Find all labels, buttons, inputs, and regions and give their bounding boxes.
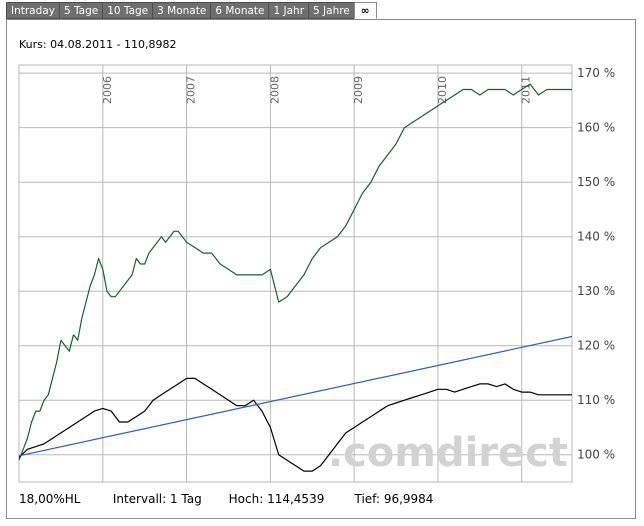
- tab-6-monate[interactable]: 6 Monate: [210, 2, 269, 19]
- x-tick-label: 2010: [436, 76, 449, 104]
- chart-footer: 18,00%HL Intervall: 1 Tag Hoch: 114,4539…: [19, 492, 433, 506]
- tab-max[interactable]: ∞: [353, 2, 377, 19]
- y-tick-label: 160 %: [577, 121, 615, 135]
- series-line-black: [18, 377, 572, 472]
- plot-area: [18, 64, 573, 483]
- price-header: Kurs: 04.08.2011 - 110,8982: [19, 38, 177, 51]
- footer-hl: 18,00%HL: [19, 492, 81, 506]
- tab-1-jahr[interactable]: 1 Jahr: [268, 2, 309, 19]
- y-tick-label: 120 %: [577, 339, 615, 353]
- tab-5-tage[interactable]: 5 Tage: [58, 2, 103, 19]
- chart-frame: [6, 19, 636, 519]
- footer-tief: Tief: 96,9984: [354, 492, 434, 506]
- footer-hoch: Hoch: 114,4539: [228, 492, 325, 506]
- tab-intraday[interactable]: Intraday: [6, 2, 59, 19]
- y-tick-label: 140 %: [577, 230, 615, 244]
- y-tick-label: 100 %: [577, 448, 615, 462]
- tab-3-monate[interactable]: 3 Monate: [152, 2, 211, 19]
- series-line-blue: [18, 335, 573, 457]
- y-tick-label: 110 %: [577, 393, 615, 407]
- x-tick-label: 2008: [268, 76, 281, 104]
- x-tick-label: 2011: [520, 76, 533, 104]
- y-tick-label: 170 %: [577, 66, 615, 80]
- x-tick-label: 2006: [101, 76, 114, 104]
- y-tick-label: 150 %: [577, 175, 615, 189]
- comdirect-watermark: .comdirect: [328, 430, 568, 476]
- x-tick-label: 2007: [185, 76, 198, 104]
- y-tick-label: 130 %: [577, 284, 615, 298]
- tab-5-jahre[interactable]: 5 Jahre: [308, 2, 354, 19]
- series-line-green: [18, 83, 572, 461]
- footer-intervall: Intervall: 1 Tag: [112, 492, 202, 506]
- x-tick-label: 2009: [352, 76, 365, 104]
- time-range-tabs: Intraday 5 Tage 10 Tage 3 Monate 6 Monate 1 J…: [6, 2, 377, 19]
- tab-10-tage[interactable]: 10 Tage: [102, 2, 153, 19]
